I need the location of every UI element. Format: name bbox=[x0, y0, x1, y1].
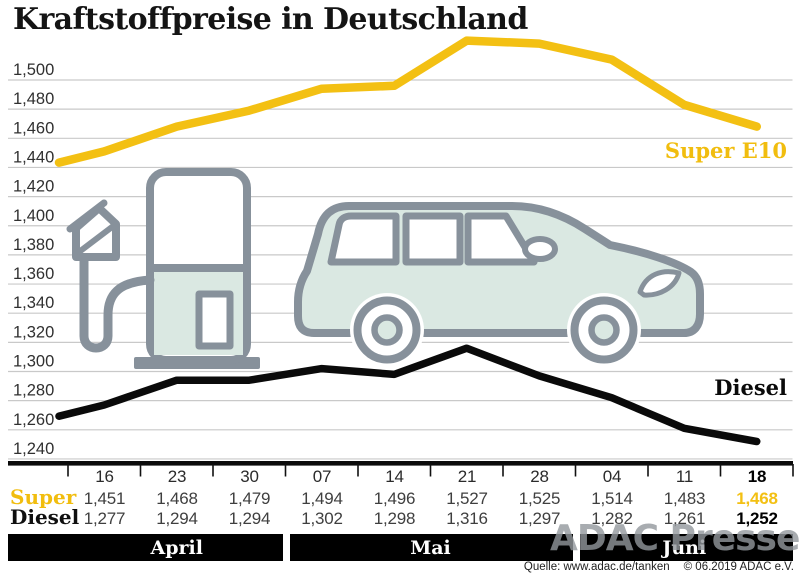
car-icon bbox=[294, 202, 704, 367]
month-label: April bbox=[150, 537, 203, 559]
source-line: Quelle: www.adac.de/tanken © 06.2019 ADAC… bbox=[524, 561, 794, 573]
super-value-cell: 1,451 bbox=[83, 489, 126, 508]
date-label: 18 bbox=[747, 467, 767, 486]
super-value-cell: 1,468 bbox=[156, 489, 198, 508]
month-bar bbox=[289, 534, 573, 561]
month-bar bbox=[8, 534, 283, 561]
month-label: Mai bbox=[410, 537, 451, 559]
diesel-value-cell: 1,261 bbox=[663, 509, 706, 528]
y-axis-label: 1,240 bbox=[13, 440, 54, 458]
date-label: 04 bbox=[602, 467, 622, 486]
month-label: Juni bbox=[662, 537, 707, 559]
y-axis-label: 1,300 bbox=[13, 353, 54, 371]
y-axis-label: 1,500 bbox=[13, 61, 54, 79]
super-e10-line bbox=[54, 36, 761, 167]
month-bar bbox=[579, 534, 793, 561]
x-axis-layer bbox=[8, 461, 794, 477]
diesel-value-cell: 1,302 bbox=[301, 509, 343, 528]
super-value-cell: 1,483 bbox=[663, 489, 706, 508]
diesel-value-cell: 1,298 bbox=[373, 509, 416, 528]
y-axis-label: 1,400 bbox=[13, 207, 54, 225]
super-value-cell: 1,479 bbox=[228, 489, 271, 508]
date-label: 21 bbox=[457, 467, 477, 486]
diesel-value-cell: 1,294 bbox=[228, 509, 271, 528]
super-value-cell: 1,468 bbox=[736, 489, 778, 508]
date-label: 11 bbox=[675, 467, 694, 486]
super-value-cell: 1,514 bbox=[591, 489, 633, 508]
diesel-value-cell: 1,252 bbox=[736, 509, 778, 528]
diesel-value-cell: 1,294 bbox=[156, 509, 198, 528]
date-label: 16 bbox=[95, 467, 114, 486]
date-label: 28 bbox=[530, 467, 549, 486]
super-value-cell: 1,496 bbox=[373, 489, 416, 508]
diesel-value-cell: 1,316 bbox=[446, 509, 488, 528]
series-lines-layer bbox=[54, 36, 761, 446]
y-axis-label: 1,340 bbox=[13, 294, 54, 312]
diesel-value-cell: 1,277 bbox=[83, 509, 126, 528]
source-copyright: © 06.2019 ADAC e.V. bbox=[683, 561, 794, 573]
date-label: 14 bbox=[385, 467, 404, 486]
diesel-line bbox=[55, 344, 761, 446]
super-value-cell: 1,527 bbox=[446, 489, 488, 508]
y-axis-label: 1,380 bbox=[13, 236, 54, 254]
diesel-value-cell: 1,282 bbox=[591, 509, 633, 528]
date-label: 30 bbox=[240, 467, 259, 486]
x-axis-line bbox=[8, 461, 793, 466]
fuel-pump-icon bbox=[66, 168, 260, 369]
y-axis-label: 1,440 bbox=[13, 148, 54, 166]
diesel-series-label: Diesel bbox=[714, 375, 787, 400]
date-label: 07 bbox=[312, 467, 332, 486]
diesel-value-cell: 1,297 bbox=[518, 509, 561, 528]
diesel-row-label: Diesel bbox=[10, 505, 80, 529]
super-row-label: Super bbox=[10, 485, 77, 509]
super-e10-series-label: Super E10 bbox=[664, 138, 787, 163]
adac-presse-watermark: ADAC Presse bbox=[550, 518, 800, 559]
y-axis-label: 1,360 bbox=[13, 265, 54, 283]
source-quelle: Quelle: www.adac.de/tanken bbox=[523, 561, 670, 573]
y-axis-label: 1,460 bbox=[13, 119, 54, 137]
y-axis-label: 1,480 bbox=[13, 90, 54, 108]
date-label: 23 bbox=[167, 467, 187, 486]
y-axis-label: 1,320 bbox=[13, 323, 54, 341]
y-axis-label: 1,280 bbox=[13, 382, 54, 400]
y-axis-label: 1,260 bbox=[13, 411, 54, 429]
page-title: Kraftstoffpreise in Deutschland bbox=[13, 2, 528, 37]
super-value-cell: 1,494 bbox=[301, 489, 343, 508]
y-axis-label: 1,420 bbox=[13, 178, 54, 196]
super-value-cell: 1,525 bbox=[518, 489, 561, 508]
